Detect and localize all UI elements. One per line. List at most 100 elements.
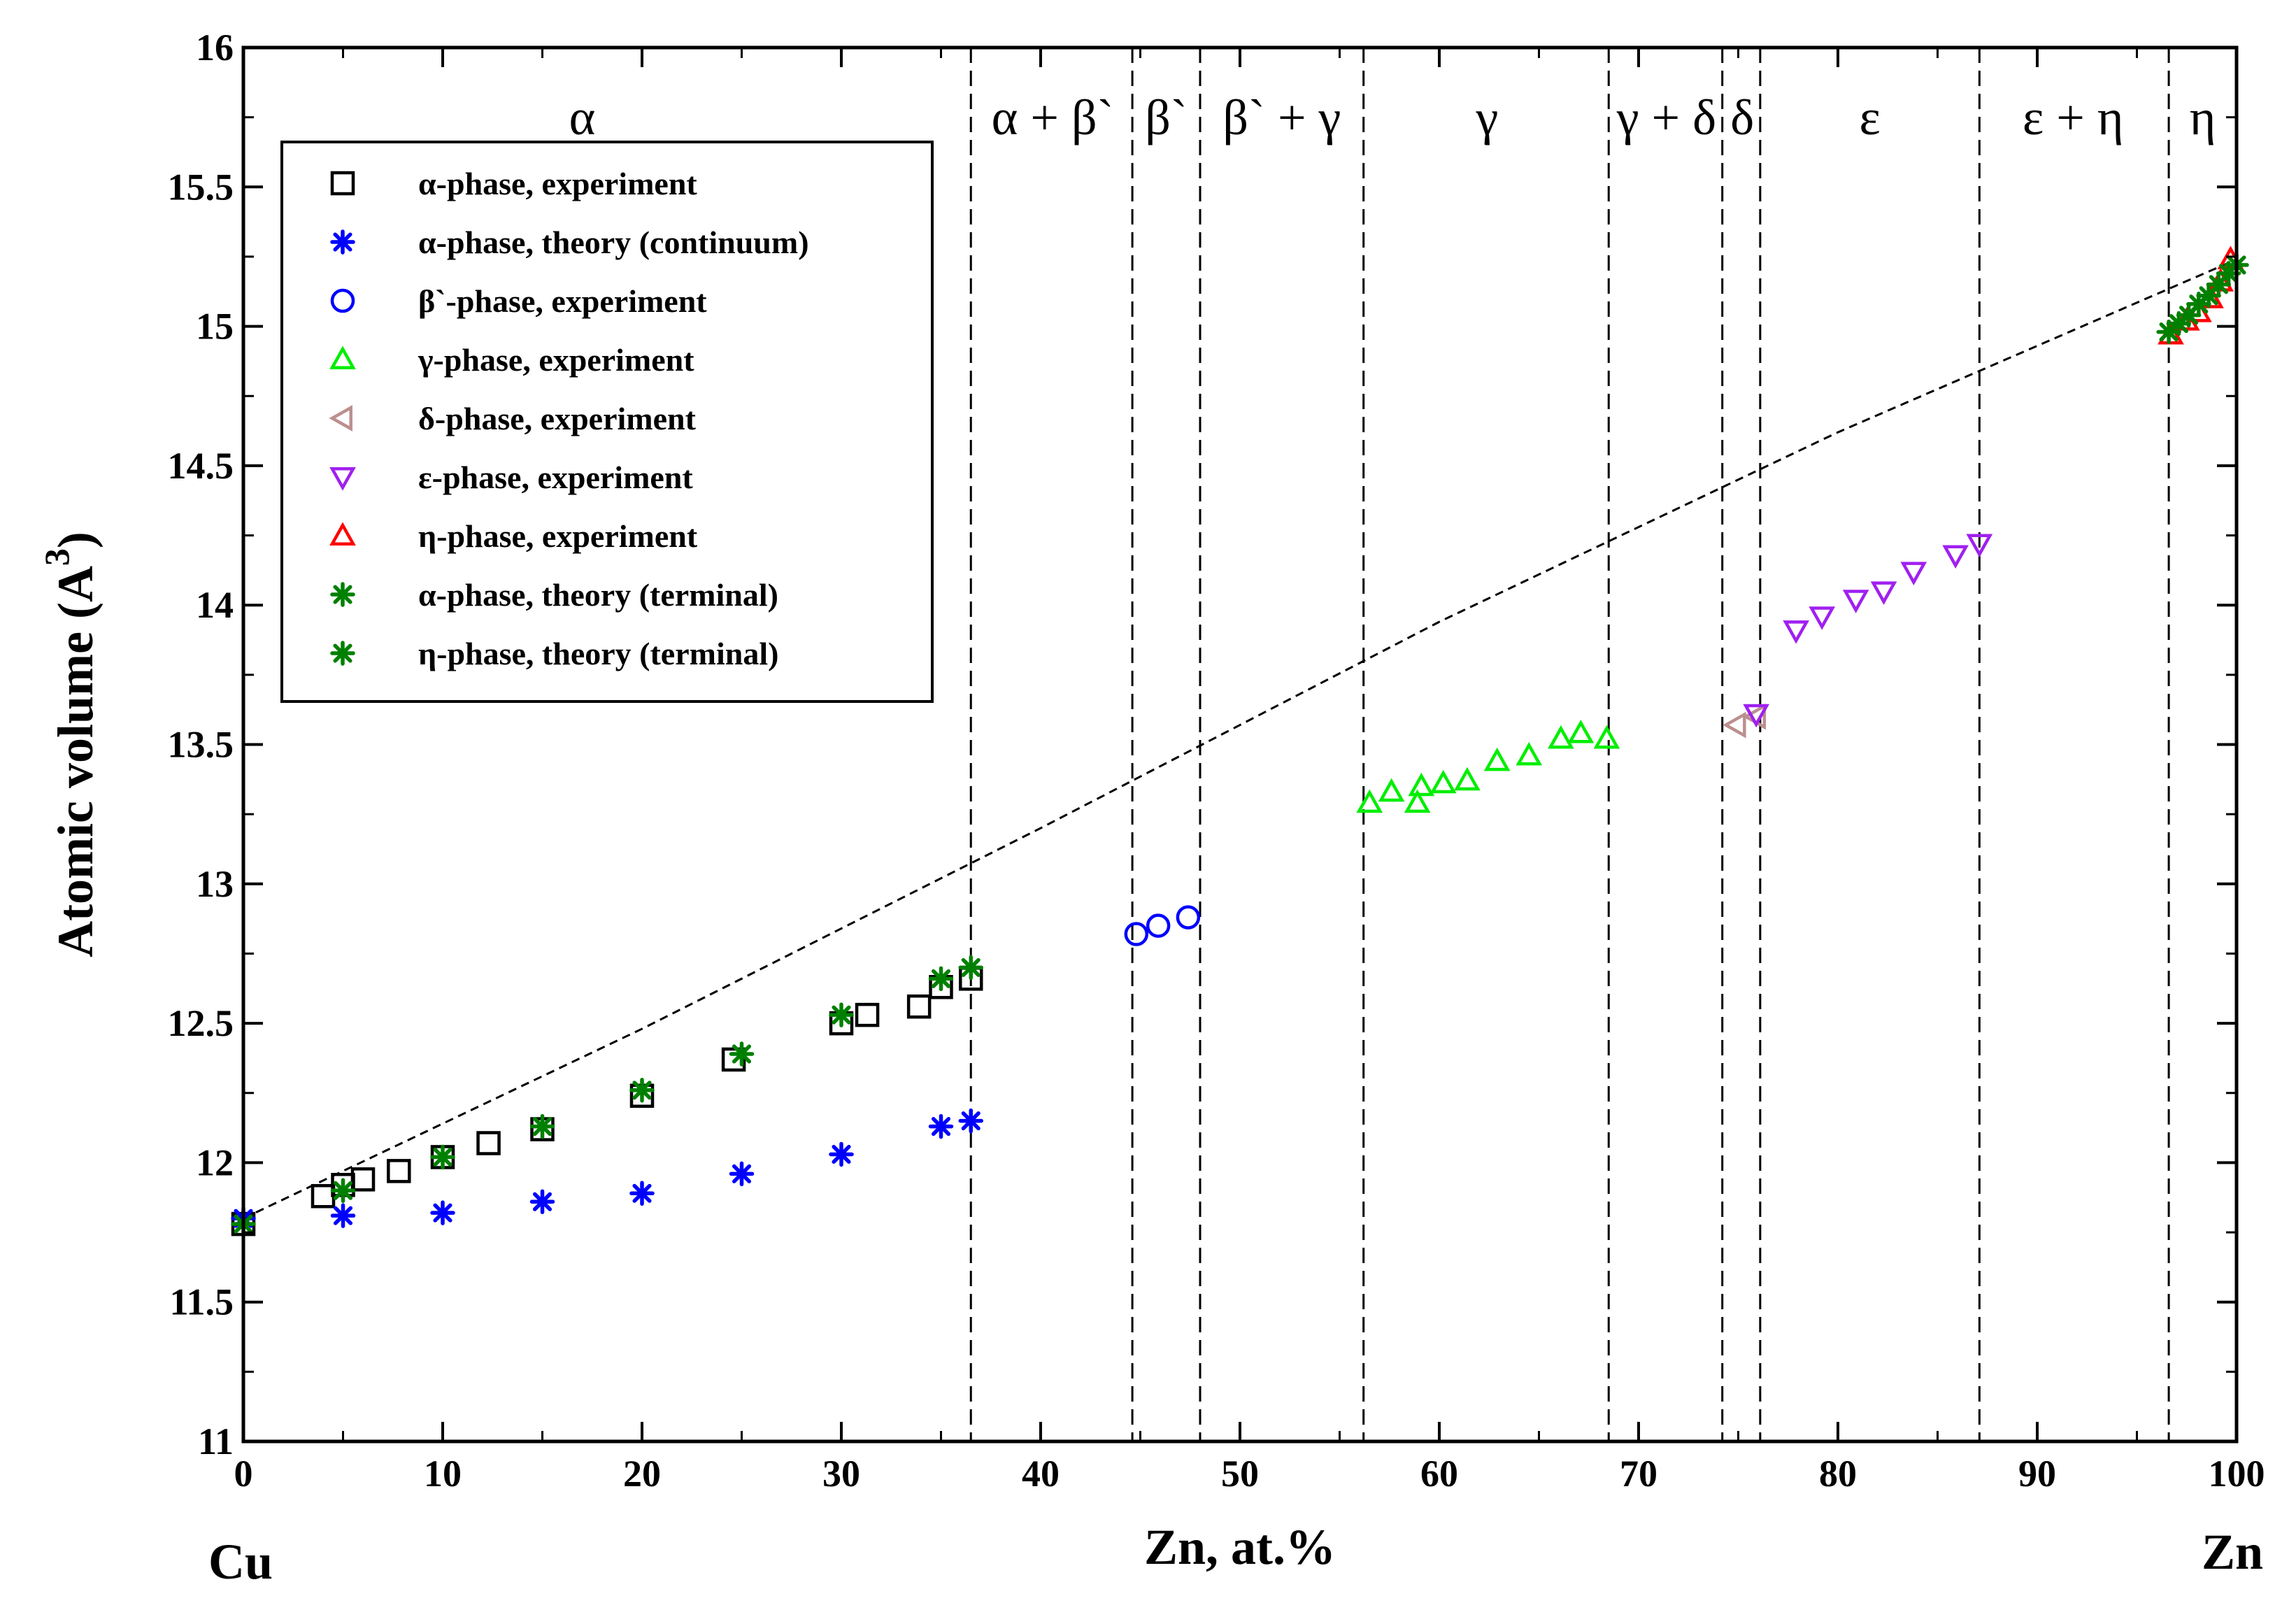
data-point xyxy=(1900,562,1927,585)
data-point xyxy=(330,1178,356,1204)
y-tick-label: 16 xyxy=(196,27,234,69)
data-point xyxy=(2176,302,2202,328)
data-point xyxy=(1593,725,1620,749)
data-point xyxy=(387,1159,411,1183)
legend-marker xyxy=(329,345,356,369)
data-point xyxy=(1548,725,1574,749)
data-point xyxy=(958,955,983,981)
x-tick-label: 40 xyxy=(1022,1453,1060,1495)
y-tick-label: 12 xyxy=(196,1141,234,1183)
x-tick-label: 20 xyxy=(623,1453,661,1495)
data-point xyxy=(330,1203,356,1228)
data-point xyxy=(1408,772,1435,797)
data-point xyxy=(1124,922,1149,946)
corner-label-cu: Cu xyxy=(208,1534,273,1590)
data-point xyxy=(1483,747,1511,771)
x-tick-label: 30 xyxy=(822,1453,860,1495)
data-point xyxy=(1356,789,1383,813)
data-point xyxy=(2156,319,2181,345)
data-point xyxy=(729,1161,755,1187)
corner-label-zn: Zn xyxy=(2202,1524,2263,1580)
reference-trend-line xyxy=(243,258,2237,1220)
legend-marker xyxy=(329,405,352,432)
data-point xyxy=(829,1141,854,1167)
legend-marker xyxy=(329,467,356,491)
phase-label: δ xyxy=(1730,90,1754,145)
data-point xyxy=(1378,778,1405,802)
x-tick-label: 0 xyxy=(234,1453,253,1495)
y-axis-title-close: ) xyxy=(48,532,104,548)
data-point xyxy=(629,1078,655,1103)
y-tick-label: 12.5 xyxy=(168,1002,234,1044)
series--phase-experiment xyxy=(1124,905,1201,946)
data-point xyxy=(1429,769,1457,794)
x-tick-label: 60 xyxy=(1420,1453,1458,1495)
x-axis-title: Zn, at.% xyxy=(1144,1519,1336,1575)
data-point xyxy=(1942,545,1969,569)
legend-marker xyxy=(330,171,355,196)
data-point xyxy=(855,1002,880,1027)
data-point xyxy=(1870,581,1897,605)
phase-label: β` + γ xyxy=(1222,90,1341,145)
data-point xyxy=(928,1113,954,1139)
data-point xyxy=(1567,719,1595,743)
y-axis-title-main: Atomic volume (A xyxy=(48,566,104,957)
phase-label: γ xyxy=(1475,90,1498,145)
legend-entry: α-phase, experiment xyxy=(418,166,697,201)
data-point xyxy=(1809,606,1836,630)
legend-entry: η-phase, experiment xyxy=(418,518,698,554)
y-axis-title-superscript: 3 xyxy=(37,548,76,566)
y-tick-label: 14.5 xyxy=(168,445,234,487)
data-point xyxy=(906,994,932,1019)
data-point xyxy=(1783,620,1809,644)
phase-label: ε + η xyxy=(2023,90,2124,145)
y-tick-label: 11 xyxy=(198,1420,234,1462)
legend-entry: δ-phase, experiment xyxy=(418,401,697,436)
phase-label: β` xyxy=(1145,90,1188,145)
data-point xyxy=(430,1144,455,1170)
y-tick-label: 11.5 xyxy=(169,1281,234,1323)
y-tick-label: 14 xyxy=(196,584,234,626)
legend-entry: α-phase, theory (continuum) xyxy=(418,225,809,260)
axis-ticks: 0 10 20 30 40 50 60 70 80 90 100 11 11.5 12 12.5 13 13.5… xyxy=(168,27,2265,1495)
trend-line xyxy=(243,258,2237,1220)
data-point xyxy=(2166,311,2192,336)
phase-label: α xyxy=(569,90,596,145)
phase-label: α + β` xyxy=(992,90,1114,145)
phase-labels: α α + β` β` β` + γ γ γ + δ δ ε ε + η η xyxy=(569,90,2216,145)
legend-entry: α-phase, theory (terminal) xyxy=(418,577,778,613)
legend-entry: γ-phase, experiment xyxy=(418,342,694,378)
data-point xyxy=(829,1002,854,1027)
x-tick-label: 90 xyxy=(2018,1453,2056,1495)
data-point xyxy=(529,1189,555,1214)
data-point xyxy=(1516,741,1543,766)
data-point xyxy=(2186,291,2211,317)
legend-marker xyxy=(330,582,355,607)
x-tick-label: 10 xyxy=(424,1453,462,1495)
legend-entry: β`-phase, experiment xyxy=(418,283,707,319)
data-point xyxy=(1404,789,1431,813)
data-point xyxy=(1146,913,1171,938)
phase-label: η xyxy=(2190,90,2216,145)
legend-marker xyxy=(330,229,355,255)
phase-label: γ + δ xyxy=(1616,90,1716,145)
y-tick-label: 15 xyxy=(196,306,234,348)
y-tick-label: 15.5 xyxy=(168,166,234,208)
legend-marker xyxy=(330,641,355,666)
x-tick-label: 70 xyxy=(1620,1453,1657,1495)
data-point xyxy=(1454,767,1481,791)
data-point xyxy=(721,1047,746,1072)
data-point xyxy=(529,1113,555,1139)
data-point xyxy=(2196,283,2221,308)
x-tick-label: 80 xyxy=(1819,1453,1857,1495)
data-point xyxy=(1723,711,1746,739)
data-point xyxy=(1743,704,1769,728)
x-tick-label: 50 xyxy=(1221,1453,1259,1495)
y-tick-label: 13.5 xyxy=(168,724,234,766)
data-point xyxy=(1842,590,1869,613)
y-tick-label: 13 xyxy=(196,863,234,905)
data-point xyxy=(1176,905,1201,929)
legend-entry: η-phase, theory (terminal) xyxy=(418,636,778,671)
data-point xyxy=(1966,534,1993,558)
